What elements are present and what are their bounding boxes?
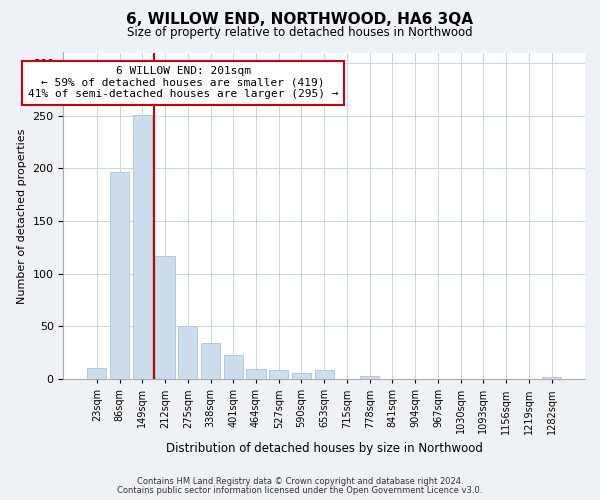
Bar (155, 256, 175, 379)
Text: 6 WILLOW END: 201sqm
← 59% of detached houses are smaller (419)
41% of semi-deta: 6 WILLOW END: 201sqm ← 59% of detached h… (28, 66, 338, 100)
Bar (314, 370, 334, 379)
Bar (87, 368, 106, 379)
Text: Size of property relative to detached houses in Northwood: Size of property relative to detached ho… (127, 26, 473, 39)
Bar (201, 344, 220, 379)
X-axis label: Distribution of detached houses by size in Northwood: Distribution of detached houses by size … (166, 442, 482, 455)
Bar (133, 114, 152, 379)
Bar (224, 355, 243, 379)
Y-axis label: Number of detached properties: Number of detached properties (17, 128, 27, 304)
Bar (542, 377, 561, 379)
Text: 6, WILLOW END, NORTHWOOD, HA6 3QA: 6, WILLOW END, NORTHWOOD, HA6 3QA (127, 12, 473, 28)
Bar (110, 172, 129, 379)
Text: Contains HM Land Registry data © Crown copyright and database right 2024.: Contains HM Land Registry data © Crown c… (137, 477, 463, 486)
Bar (247, 368, 266, 379)
Bar (360, 376, 379, 379)
Bar (178, 326, 197, 379)
Text: Contains public sector information licensed under the Open Government Licence v3: Contains public sector information licen… (118, 486, 482, 495)
Bar (292, 373, 311, 379)
Bar (269, 370, 289, 379)
